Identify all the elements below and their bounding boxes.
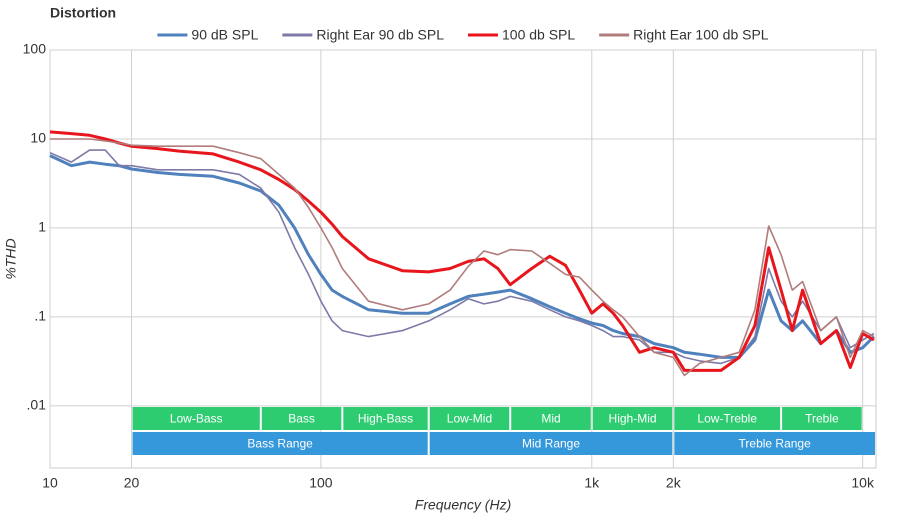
x-tick-label: 2k — [666, 475, 682, 491]
y-tick-label: .01 — [27, 397, 47, 413]
band-label: Bass Range — [247, 437, 313, 451]
band-label: Bass — [288, 412, 315, 426]
band-label: Low-Bass — [170, 412, 223, 426]
y-tick-label: .1 — [34, 308, 46, 324]
legend-label: Right Ear 90 db SPL — [316, 27, 444, 43]
legend: 90 dB SPL Right Ear 90 db SPL 100 db SPL Ri… — [157, 27, 769, 43]
x-tick-label: 10k — [851, 475, 875, 491]
band — [511, 407, 591, 430]
x-tick-label: 1k — [584, 475, 600, 491]
band — [261, 407, 342, 430]
band-label: Mid Range — [522, 437, 580, 451]
plot-area — [49, 49, 877, 469]
x-tick-label: 100 — [309, 475, 333, 491]
legend-label: 100 db SPL — [502, 27, 575, 43]
band — [429, 432, 673, 455]
band-label: High-Bass — [358, 412, 413, 426]
x-tick-label: 10 — [42, 475, 58, 491]
band — [674, 432, 875, 455]
y-axis-label: %THD — [3, 238, 19, 279]
legend-label: Right Ear 100 db SPL — [633, 27, 769, 43]
band-label: Low-Treble — [697, 412, 757, 426]
band-label: Low-Mid — [447, 412, 492, 426]
band — [674, 407, 781, 430]
band-label: Mid — [541, 412, 560, 426]
band — [429, 407, 510, 430]
chart-title: Distortion — [50, 5, 116, 21]
band-label: High-Mid — [609, 412, 657, 426]
x-tick-label: 20 — [124, 475, 140, 491]
band — [343, 407, 428, 430]
band — [132, 407, 260, 430]
series-line — [49, 149, 875, 365]
series-line — [50, 138, 875, 377]
series-line — [49, 154, 875, 359]
x-axis-label: Frequency (Hz) — [415, 497, 511, 513]
y-tick-label: 1 — [38, 219, 46, 235]
y-tick-label: 10 — [30, 130, 46, 146]
series-line — [49, 130, 875, 372]
y-tick-label: 100 — [23, 41, 47, 57]
band-label: Treble — [805, 412, 839, 426]
legend-label: 90 dB SPL — [191, 27, 258, 43]
band — [132, 432, 428, 455]
band-label: Treble Range — [739, 437, 812, 451]
band — [592, 407, 673, 430]
band — [782, 407, 862, 430]
